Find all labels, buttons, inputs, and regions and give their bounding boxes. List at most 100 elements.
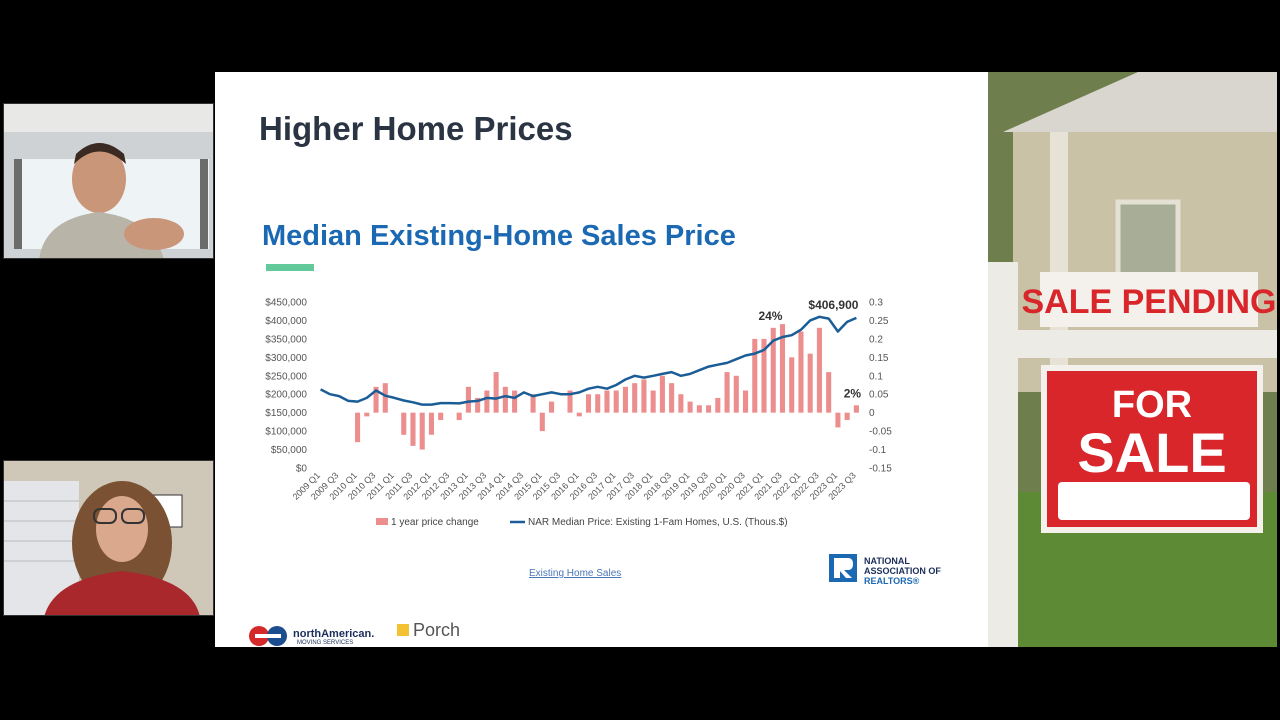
annotation-label: $406,900 (808, 298, 858, 312)
bar (576, 412, 582, 417)
price-line (320, 315, 857, 406)
bar (595, 394, 601, 413)
left-tick-label: $400,000 (265, 316, 307, 327)
bar (650, 390, 656, 413)
bar (613, 390, 619, 413)
line-series (320, 315, 857, 406)
right-tick-label: -0.1 (869, 445, 887, 456)
left-tick-label: $350,000 (265, 334, 307, 345)
bar (539, 412, 545, 432)
bar (853, 405, 859, 413)
bar-series (355, 324, 859, 450)
sign-sale-text: SALE (1077, 421, 1226, 484)
bar (428, 412, 435, 435)
sign-pending-text: SALE PENDING (1021, 283, 1276, 321)
bar (410, 412, 416, 446)
right-tick-label: 0.2 (869, 334, 883, 345)
annotation-label: 24% (758, 309, 782, 323)
right-axis: -0.15 -0.1 -0.05 0 0.05 0.1 0.15 0.2 0.25 0.3 (869, 298, 892, 475)
left-axis: $0 $50,000 $100,000 $150,000 $200,000 $250,00… (265, 298, 307, 475)
bar (382, 383, 388, 413)
bar (733, 375, 739, 413)
bar (789, 357, 795, 413)
bar (761, 338, 767, 413)
bar (438, 412, 444, 421)
annotations: 24% $406,900 2% (758, 298, 861, 401)
annotation-label: 2% (844, 386, 862, 400)
bar (669, 383, 675, 413)
bar (456, 412, 462, 421)
bar (826, 372, 832, 413)
bar (502, 386, 508, 413)
right-tick-label: 0.05 (869, 390, 889, 401)
right-tick-label: 0 (869, 408, 875, 419)
bar (706, 405, 712, 413)
price-chart: $0 $50,000 $100,000 $150,000 $200,000 $250,00… (265, 298, 892, 529)
right-tick-label: -0.15 (869, 464, 892, 475)
bar (622, 386, 628, 413)
bar (364, 412, 370, 417)
bar (512, 390, 518, 413)
sign-for-text: FOR (1112, 384, 1192, 426)
webcam-video-2 (4, 461, 213, 615)
bar (641, 379, 647, 413)
bar (373, 386, 379, 413)
existing-home-sales-link[interactable]: Existing Home Sales (529, 568, 622, 579)
bar (567, 390, 573, 413)
webcam-video-1 (4, 104, 213, 258)
presentation-slide: Higher Home Prices Median Existing-Home … (215, 72, 988, 647)
slide-title: Higher Home Prices (259, 110, 573, 147)
bar (484, 390, 490, 413)
right-tick-label: 0.3 (869, 298, 883, 309)
right-tick-label: 0.25 (869, 316, 889, 327)
sponsor-porch: Porch (413, 620, 461, 640)
right-tick-label: 0.15 (869, 353, 889, 364)
left-tick-label: $100,000 (265, 427, 307, 438)
bar (752, 338, 758, 413)
bar (715, 397, 721, 413)
bar (493, 372, 499, 413)
bar (419, 412, 425, 450)
left-tick-label: $300,000 (265, 353, 307, 364)
left-tick-label: $450,000 (265, 298, 307, 309)
sale-pending-photo: SALE PENDING FOR SALE (988, 72, 1277, 647)
northamerican-logo-icon (249, 626, 287, 646)
nar-line-3: REALTORS® (864, 576, 920, 586)
left-tick-label: $50,000 (271, 445, 308, 456)
bar (844, 412, 850, 421)
chart-title: Median Existing-Home Sales Price (262, 220, 736, 252)
title-accent-bar (266, 264, 314, 271)
bar (835, 412, 841, 428)
webcam-tile-presenter-1[interactable] (3, 103, 214, 259)
sponsor-northamerican: northAmerican. (293, 628, 375, 640)
nar-logo-icon (829, 554, 857, 582)
bar (632, 383, 638, 413)
chart-legend: 1 year price change NAR Median Price: Exi… (376, 517, 788, 528)
bar (696, 405, 702, 413)
webcam-tile-presenter-2[interactable] (3, 460, 214, 616)
right-tick-label: 0.1 (869, 371, 883, 382)
bar (816, 327, 822, 413)
right-tick-label: -0.05 (869, 427, 892, 438)
left-tick-label: $250,000 (265, 371, 307, 382)
house-photo-panel: SALE PENDING FOR SALE (988, 72, 1277, 647)
bar (604, 390, 610, 413)
left-tick-label: $200,000 (265, 390, 307, 401)
bar (798, 331, 804, 413)
nar-line-1: NATIONAL (864, 556, 910, 566)
left-tick-label: $150,000 (265, 408, 307, 419)
bar (530, 394, 536, 413)
bar (742, 390, 749, 413)
bar (779, 324, 786, 413)
bar (475, 397, 481, 413)
nar-wordmark: NATIONAL ASSOCIATION OF REALTORS® (864, 556, 941, 586)
bar (659, 375, 665, 413)
bar (465, 386, 471, 413)
legend-line-label: NAR Median Price: Existing 1-Fam Homes, … (528, 517, 788, 528)
bar (585, 394, 592, 413)
porch-logo-icon (397, 624, 409, 636)
bar (807, 353, 813, 413)
legend-bar-label: 1 year price change (391, 517, 479, 528)
bar (355, 412, 361, 443)
